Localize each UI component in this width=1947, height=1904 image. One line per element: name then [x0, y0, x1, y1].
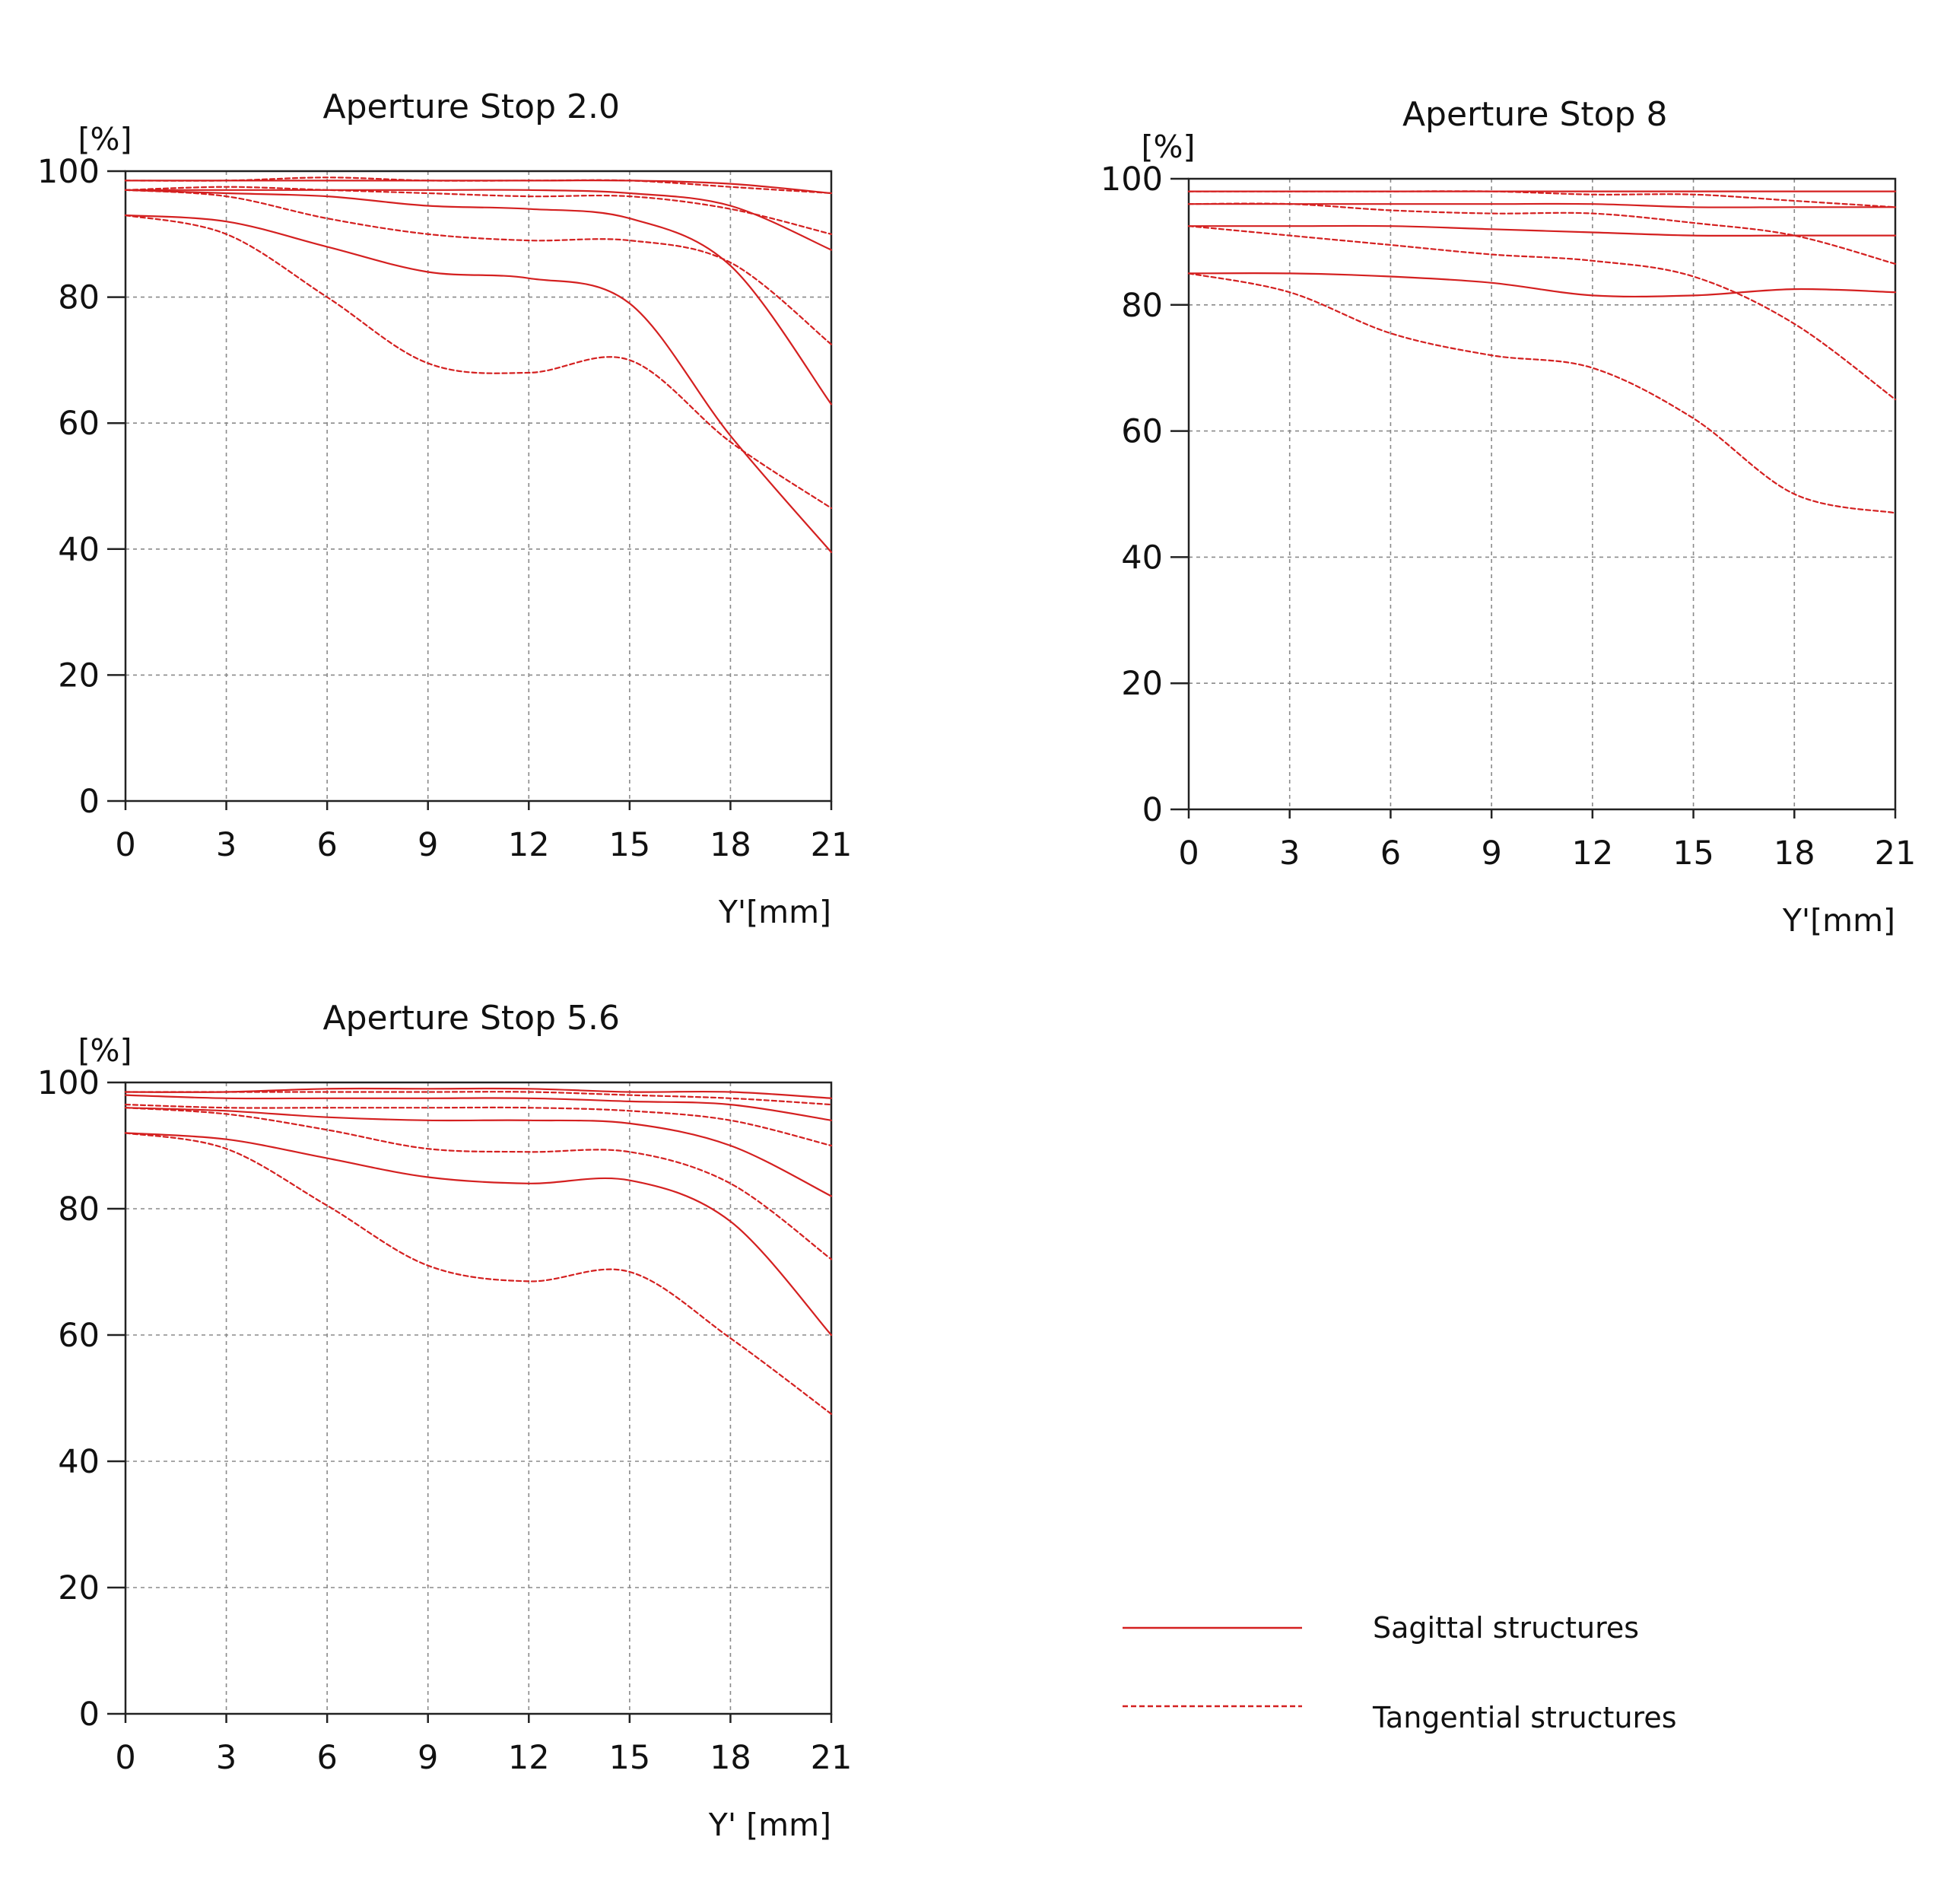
y-tick-label: 60 — [58, 1317, 100, 1355]
x-axis-label: Y'[mm] — [718, 894, 831, 930]
y-axis-label: [%] — [1142, 129, 1196, 165]
x-tick-label: 0 — [115, 1739, 135, 1777]
x-tick-label: 18 — [710, 826, 751, 864]
x-tick-label: 3 — [216, 826, 237, 864]
x-tick-label: 18 — [710, 1739, 751, 1777]
y-tick-label: 100 — [1101, 161, 1163, 199]
x-tick-label: 12 — [508, 826, 550, 864]
x-tick-label: 6 — [1380, 834, 1401, 873]
sagittal-curve-2 — [1187, 202, 1897, 208]
tangential-curve-1 — [124, 176, 833, 195]
tangential-curve-5 — [124, 1107, 833, 1260]
y-tick-label: 40 — [1121, 539, 1163, 577]
y-axis-label: [%] — [78, 121, 132, 157]
tangential-curve-7 — [124, 1132, 833, 1415]
sagittal-curve-4 — [124, 1107, 833, 1197]
y-tick-label: 40 — [58, 531, 100, 569]
y-tick-label: 20 — [58, 656, 100, 695]
chart-panel-0: 0 20 40 60 80 100 0 3 6 9 12 15 18 21 Aperture Stop 2.… — [37, 87, 852, 930]
x-tick-label: 12 — [1571, 834, 1613, 873]
x-tick-label: 9 — [1481, 834, 1501, 873]
x-tick-label: 6 — [316, 826, 337, 864]
tangential-curve-3 — [124, 1104, 833, 1147]
y-tick-label: 60 — [1121, 413, 1163, 451]
y-tick-label: 20 — [1121, 665, 1163, 703]
sagittal-curve-4 — [1187, 224, 1897, 237]
tangential-curve-1 — [124, 1091, 833, 1106]
tangential-curve-1 — [1187, 190, 1897, 208]
y-tick-label: 80 — [58, 279, 100, 317]
x-tick-label: 0 — [1178, 834, 1199, 873]
y-tick-label: 0 — [79, 1696, 100, 1734]
x-tick-label: 15 — [1672, 834, 1714, 873]
y-tick-label: 20 — [58, 1569, 100, 1607]
tangential-curve-3 — [124, 186, 833, 235]
x-tick-label: 15 — [608, 1739, 650, 1777]
sagittal-curve-6 — [1187, 272, 1897, 298]
chart-title: Aperture Stop 5.6 — [322, 999, 620, 1038]
sagittal-curve-6 — [124, 1132, 833, 1337]
y-axis-label: [%] — [78, 1032, 132, 1069]
y-tick-label: 0 — [1142, 791, 1163, 829]
sagittal-curve-2 — [124, 1094, 833, 1121]
sagittal-curve-4 — [124, 189, 833, 405]
tangential-curve-7 — [124, 214, 833, 510]
y-tick-label: 0 — [79, 783, 100, 821]
x-tick-label: 18 — [1774, 834, 1815, 873]
x-axis-label: Y'[mm] — [1782, 902, 1895, 939]
x-tick-label: 21 — [811, 1739, 853, 1777]
y-tick-label: 100 — [37, 1064, 100, 1102]
y-tick-label: 40 — [58, 1443, 100, 1481]
chart-panel-2: 0 20 40 60 80 100 0 3 6 9 12 15 18 21 Aperture Stop 5.… — [37, 999, 852, 1843]
y-tick-label: 80 — [58, 1190, 100, 1229]
x-tick-label: 21 — [811, 826, 853, 864]
sagittal-curve-2 — [124, 189, 833, 251]
x-tick-label: 21 — [1875, 834, 1917, 873]
x-tick-label: 15 — [608, 826, 650, 864]
tangential-curve-5 — [1187, 225, 1897, 401]
chart-title: Aperture Stop 8 — [1402, 95, 1668, 134]
tangential-curve-3 — [1187, 202, 1897, 265]
tangential-curve-5 — [124, 189, 833, 345]
x-tick-label: 3 — [216, 1739, 237, 1777]
x-tick-label: 12 — [508, 1739, 550, 1777]
chart-title: Aperture Stop 2.0 — [322, 87, 620, 126]
sagittal-curve-0 — [124, 1087, 833, 1099]
sagittal-curve-6 — [124, 214, 833, 553]
tangential-curve-7 — [1187, 272, 1897, 514]
y-tick-label: 60 — [58, 405, 100, 443]
x-tick-label: 3 — [1279, 834, 1300, 873]
legend-label-sagittal: Sagittal structures — [1373, 1611, 1639, 1645]
y-tick-label: 100 — [37, 153, 100, 191]
x-tick-label: 6 — [316, 1739, 337, 1777]
x-axis-label: Y' [mm] — [708, 1807, 831, 1843]
chart-panel-1: 0 20 40 60 80 100 0 3 6 9 12 15 18 21 Aperture Stop 8 [… — [1101, 95, 1916, 939]
x-tick-label: 9 — [418, 826, 438, 864]
legend-label-tangential: Tangential structures — [1372, 1701, 1677, 1734]
plot-frame — [124, 1081, 833, 1715]
plot-frame — [124, 170, 833, 803]
x-tick-label: 9 — [418, 1739, 438, 1777]
x-tick-label: 0 — [115, 826, 135, 864]
y-tick-label: 80 — [1121, 287, 1163, 325]
plot-frame — [1187, 177, 1897, 811]
legend: Sagittal structures Tangential structure… — [1123, 1611, 1677, 1734]
